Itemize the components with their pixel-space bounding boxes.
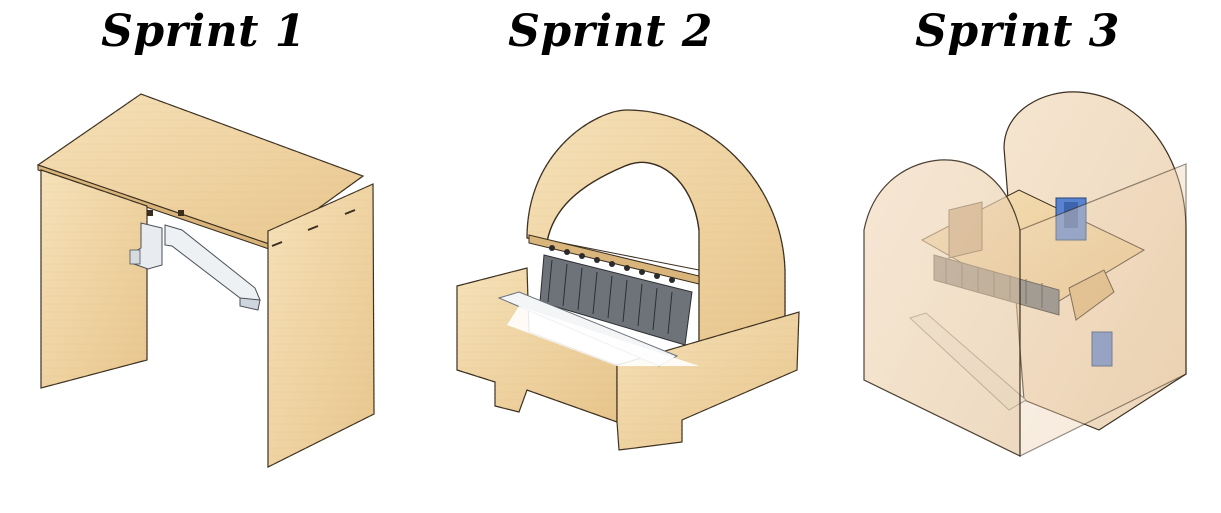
transparent-arch-front (863, 159, 1187, 457)
sprint-1-illustration (36, 93, 375, 468)
sprint-panel-1: Sprint 1 (0, 0, 407, 513)
arch-enclosure (526, 109, 786, 363)
arm-brackets (129, 210, 261, 311)
sprint-panel-2: Sprint 2 (407, 0, 814, 513)
sprint-3-title: Sprint 3 (915, 6, 1120, 57)
keyboard-assembly (528, 234, 700, 346)
bench-left-panel (40, 169, 148, 389)
sprint-panel-3: Sprint 3 (814, 0, 1221, 513)
sprint-3-illustration (863, 91, 1187, 457)
bench-top-board (36, 93, 365, 250)
sprint-2-illustration (456, 109, 800, 451)
bench-right-panel (267, 183, 375, 468)
sprint-2-title: Sprint 2 (508, 6, 713, 57)
base-tray (456, 267, 800, 451)
sprint-1-title: Sprint 1 (101, 6, 306, 57)
